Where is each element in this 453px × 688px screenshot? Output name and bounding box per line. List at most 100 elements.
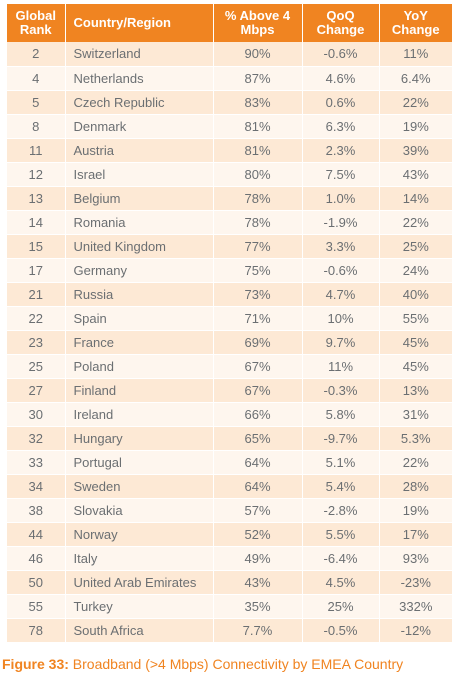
cell-country: Italy — [65, 546, 214, 571]
cell-yoy-change: 19% — [379, 114, 452, 139]
table-row: 23 France 69% 9.7% 45% — [7, 330, 452, 355]
cell-country: United Kingdom — [65, 234, 214, 259]
table-body: 2 Switzerland 90% -0.6% 11% 4 Netherlands 87% 4.… — [7, 42, 452, 643]
cell-rank: 78 — [7, 618, 66, 643]
cell-rank: 23 — [7, 330, 66, 355]
cell-above-4mbps: 80% — [213, 162, 303, 187]
cell-country: Israel — [65, 162, 214, 187]
cell-qoq-change: 5.4% — [302, 474, 380, 499]
table-row: 27 Finland 67% -0.3% 13% — [7, 378, 452, 403]
cell-yoy-change: 40% — [379, 282, 452, 307]
cell-country: Belgium — [65, 186, 214, 211]
cell-yoy-change: 93% — [379, 546, 452, 571]
cell-qoq-change: 5.8% — [302, 402, 380, 427]
cell-above-4mbps: 67% — [213, 354, 303, 379]
table-row: 12 Israel 80% 7.5% 43% — [7, 162, 452, 187]
cell-yoy-change: 45% — [379, 354, 452, 379]
cell-yoy-change: 39% — [379, 138, 452, 163]
cell-above-4mbps: 69% — [213, 330, 303, 355]
cell-country: Sweden — [65, 474, 214, 499]
table-header: Global Rank Country/Region % Above 4 Mbp… — [7, 4, 452, 42]
cell-above-4mbps: 90% — [213, 42, 303, 67]
cell-rank: 5 — [7, 90, 66, 115]
table-row: 11 Austria 81% 2.3% 39% — [7, 138, 452, 163]
cell-qoq-change: -0.6% — [302, 258, 380, 283]
cell-rank: 32 — [7, 426, 66, 451]
table-row: 33 Portugal 64% 5.1% 22% — [7, 450, 452, 475]
cell-above-4mbps: 71% — [213, 306, 303, 331]
cell-yoy-change: 5.3% — [379, 426, 452, 451]
cell-yoy-change: 55% — [379, 306, 452, 331]
cell-above-4mbps: 73% — [213, 282, 303, 307]
cell-above-4mbps: 78% — [213, 186, 303, 211]
cell-rank: 12 — [7, 162, 66, 187]
table-row: 8 Denmark 81% 6.3% 19% — [7, 114, 452, 139]
table-row: 78 South Africa 7.7% -0.5% -12% — [7, 618, 452, 643]
cell-country: Czech Republic — [65, 90, 214, 115]
cell-above-4mbps: 75% — [213, 258, 303, 283]
cell-country: Switzerland — [65, 42, 214, 67]
table-row: 38 Slovakia 57% -2.8% 19% — [7, 498, 452, 523]
cell-qoq-change: 25% — [302, 594, 380, 619]
cell-rank: 30 — [7, 402, 66, 427]
cell-yoy-change: 28% — [379, 474, 452, 499]
cell-rank: 8 — [7, 114, 66, 139]
table-row: 13 Belgium 78% 1.0% 14% — [7, 186, 452, 211]
table-row: 32 Hungary 65% -9.7% 5.3% — [7, 426, 452, 451]
cell-country: France — [65, 330, 214, 355]
cell-yoy-change: 332% — [379, 594, 452, 619]
cell-above-4mbps: 49% — [213, 546, 303, 571]
cell-rank: 27 — [7, 378, 66, 403]
connectivity-table: Global Rank Country/Region % Above 4 Mbp… — [7, 4, 452, 643]
cell-qoq-change: 4.6% — [302, 66, 380, 91]
cell-qoq-change: 4.5% — [302, 570, 380, 595]
table-row: 55 Turkey 35% 25% 332% — [7, 594, 452, 619]
cell-above-4mbps: 52% — [213, 522, 303, 547]
cell-rank: 11 — [7, 138, 66, 163]
cell-qoq-change: 4.7% — [302, 282, 380, 307]
cell-qoq-change: -6.4% — [302, 546, 380, 571]
header-qoq-change: QoQ Change — [302, 4, 380, 42]
table-row: 4 Netherlands 87% 4.6% 6.4% — [7, 66, 452, 91]
cell-yoy-change: 22% — [379, 210, 452, 235]
cell-qoq-change: 6.3% — [302, 114, 380, 139]
cell-above-4mbps: 83% — [213, 90, 303, 115]
cell-country: Austria — [65, 138, 214, 163]
cell-country: Hungary — [65, 426, 214, 451]
cell-yoy-change: 22% — [379, 450, 452, 475]
cell-rank: 38 — [7, 498, 66, 523]
cell-above-4mbps: 77% — [213, 234, 303, 259]
cell-country: Spain — [65, 306, 214, 331]
cell-above-4mbps: 7.7% — [213, 618, 303, 643]
cell-rank: 17 — [7, 258, 66, 283]
cell-qoq-change: -1.9% — [302, 210, 380, 235]
cell-country: Turkey — [65, 594, 214, 619]
cell-rank: 21 — [7, 282, 66, 307]
cell-above-4mbps: 64% — [213, 450, 303, 475]
table-row: 5 Czech Republic 83% 0.6% 22% — [7, 90, 452, 115]
table-row: 15 United Kingdom 77% 3.3% 25% — [7, 234, 452, 259]
cell-above-4mbps: 64% — [213, 474, 303, 499]
table-row: 34 Sweden 64% 5.4% 28% — [7, 474, 452, 499]
cell-qoq-change: 5.5% — [302, 522, 380, 547]
cell-country: Portugal — [65, 450, 214, 475]
connectivity-table-container: Global Rank Country/Region % Above 4 Mbp… — [7, 4, 452, 643]
cell-qoq-change: -2.8% — [302, 498, 380, 523]
cell-yoy-change: -12% — [379, 618, 452, 643]
cell-rank: 55 — [7, 594, 66, 619]
figure-title: Broadband (>4 Mbps) Connectivity by EMEA… — [68, 656, 404, 672]
cell-above-4mbps: 78% — [213, 210, 303, 235]
cell-yoy-change: 22% — [379, 90, 452, 115]
cell-yoy-change: 24% — [379, 258, 452, 283]
header-above-4mbps: % Above 4 Mbps — [213, 4, 303, 42]
cell-rank: 44 — [7, 522, 66, 547]
cell-country: Russia — [65, 282, 214, 307]
cell-qoq-change: -9.7% — [302, 426, 380, 451]
cell-yoy-change: 31% — [379, 402, 452, 427]
cell-country: Romania — [65, 210, 214, 235]
cell-yoy-change: 11% — [379, 42, 452, 67]
cell-rank: 22 — [7, 306, 66, 331]
cell-qoq-change: 1.0% — [302, 186, 380, 211]
figure-caption: Figure 33: Broadband (>4 Mbps) Connectiv… — [2, 656, 403, 672]
cell-yoy-change: 13% — [379, 378, 452, 403]
